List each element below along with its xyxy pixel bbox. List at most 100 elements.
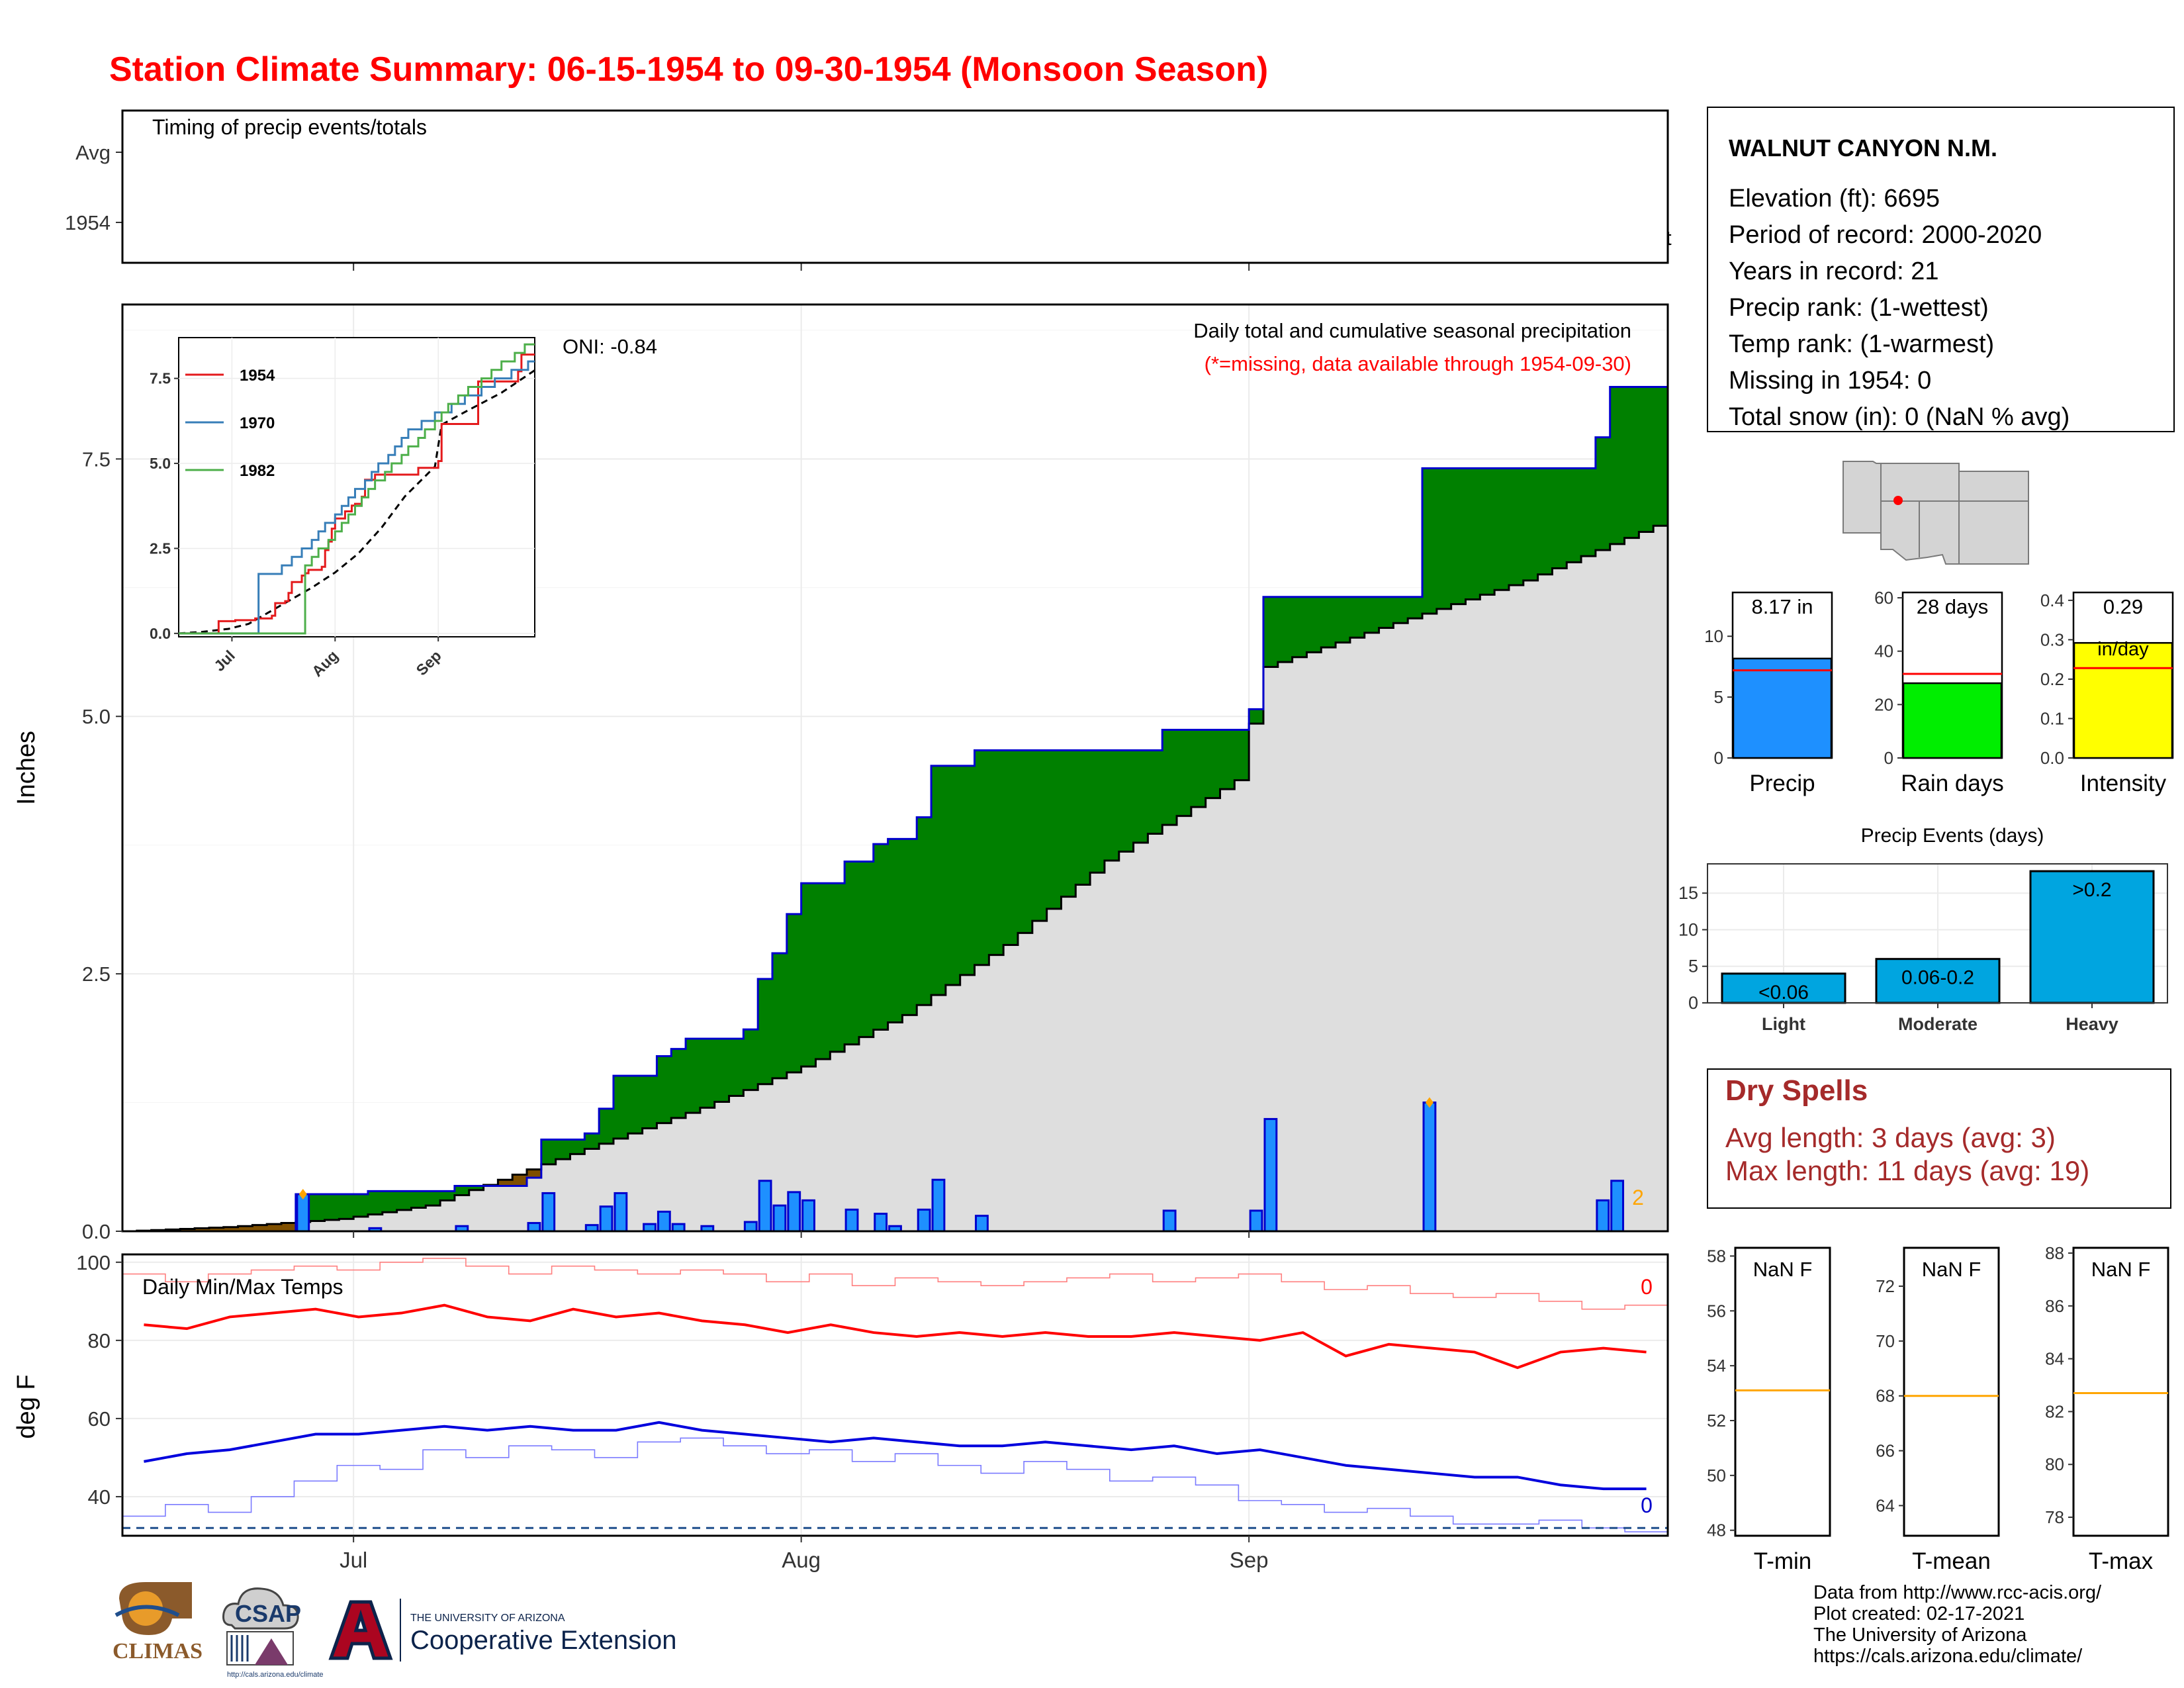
temp-box-ytick-label: 66: [1876, 1441, 1895, 1461]
temp-box-ytick-label: 64: [1876, 1495, 1895, 1515]
temp-box-frame: [1903, 1246, 2000, 1537]
csap-cloud: [222, 1587, 299, 1630]
dry-spells-frame: [1707, 1068, 2171, 1209]
surplus-area: [1162, 729, 1177, 825]
deficit-area: [281, 1223, 296, 1231]
surplus-area: [1220, 729, 1235, 790]
surplus-area: [1581, 468, 1596, 557]
temp-box-ytick-label: 72: [1876, 1276, 1895, 1296]
daily-precip-bar: [758, 1180, 772, 1233]
temp-box-ytick-label: 88: [2045, 1243, 2064, 1263]
climas-wave: [114, 1605, 180, 1617]
partner-logos: CLIMAS CSAP http://cals.arizona.edu/clim…: [113, 1582, 676, 1679]
temp-box-ytick-label: 70: [1876, 1331, 1895, 1351]
surplus-area: [642, 1076, 658, 1129]
surplus-area: [1336, 596, 1351, 643]
precip-events-bar: [1721, 972, 1846, 1004]
surplus-area: [382, 1191, 398, 1213]
surplus-area: [411, 1191, 426, 1208]
deficit-area: [180, 1229, 195, 1231]
surplus-area: [1277, 596, 1293, 663]
station-precip-rank: Precip rank: (1-wettest): [1729, 294, 1989, 322]
station-temp-rank: Temp rank: (1-warmest): [1729, 330, 1994, 358]
surplus-area: [1306, 596, 1322, 653]
surplus-area: [1422, 468, 1437, 614]
surplus-area: [1032, 750, 1048, 921]
precip-events-ytick-label: 10: [1678, 919, 1698, 939]
surplus-area: [613, 1076, 629, 1139]
surplus-area: [1249, 709, 1264, 724]
surplus-area: [426, 1191, 441, 1206]
mini-chart-precip: 8.17 in 0 5 10 Precip: [1704, 591, 1833, 796]
precip-events-bar-label: 0.06-0.2: [1901, 967, 1974, 989]
surplus-area: [758, 978, 773, 1084]
precip-events-frame: [1707, 863, 2168, 1004]
precip-events-chart: Precip Events (days) <0.06 Light 0.06-0.2 M…: [1678, 825, 2168, 1034]
main-ytick-label: 5.0: [82, 705, 111, 728]
temp-box-frame: [1734, 1246, 1831, 1537]
surplus-area: [339, 1194, 354, 1219]
csap-rain: [230, 1635, 249, 1662]
surplus-area: [815, 883, 831, 1059]
surplus-area: [1508, 468, 1524, 586]
csap-url: http://cals.arizona.edu/climate: [227, 1671, 324, 1679]
surplus-area: [1624, 387, 1639, 538]
surplus-area: [786, 914, 802, 1072]
temp-box-ytick-label: 56: [1707, 1301, 1726, 1321]
csap-logo: CSAP http://cals.arizona.edu/climate: [222, 1587, 324, 1679]
daily-precip-bar: [1249, 1209, 1263, 1233]
min-temp-count-label: 0: [1641, 1493, 1653, 1517]
surplus-area: [873, 844, 889, 1030]
daily-precip-bar: [787, 1191, 801, 1233]
temp-box-ytick-label: 84: [2045, 1349, 2064, 1369]
average-max-temp: [144, 1303, 1647, 1370]
deficit-area: [267, 1224, 282, 1231]
mini-chart-ytick-label: 40: [1874, 641, 1893, 661]
surplus-area: [989, 750, 1004, 955]
mini-chart-value-bar: [2073, 641, 2173, 759]
mini-chart-label: Rain days: [1901, 771, 2004, 796]
station-missing: Missing in 1954: 0: [1729, 367, 1931, 395]
missing-count-label: 2: [1632, 1186, 1644, 1209]
daily-precip-bar: [671, 1223, 686, 1233]
ua-line2: Cooperative Extension: [410, 1626, 676, 1655]
temp-box-frame: [2072, 1246, 2169, 1537]
temp-panel-frame: [121, 1253, 1669, 1537]
precip-events-bar-label: >0.2: [2072, 879, 2111, 901]
temp-box-t-max: NaN F 78 80 82 84 86 88 T-max: [2045, 1243, 2169, 1574]
station-snow: Total snow (in): 0 (NaN % avg): [1729, 403, 2070, 431]
temp-box-ytick-label: 48: [1707, 1521, 1726, 1540]
inset-ytick-label: 7.5: [150, 370, 171, 387]
surplus-area: [671, 1049, 686, 1118]
temp-xtick-label: Jul: [340, 1548, 367, 1572]
temp-box-label: T-mean: [1912, 1548, 1991, 1574]
mini-chart-ytick-label: 0.4: [2040, 590, 2064, 610]
precip-events-category: Moderate: [1898, 1014, 1978, 1034]
temp-box-value-text: NaN F: [1753, 1258, 1813, 1281]
oni-label: ONI: -0.84: [563, 335, 657, 358]
surplus-area: [1567, 468, 1582, 563]
daily-precip-bar: [541, 1192, 556, 1233]
cumulative-areas: [122, 385, 1668, 1233]
temp-box-ytick-label: 86: [2045, 1296, 2064, 1316]
climas-logo: CLIMAS: [113, 1582, 203, 1664]
surplus-area: [1436, 468, 1452, 609]
daily-precip-bar: [772, 1204, 787, 1233]
inset-average-line: [178, 369, 535, 635]
surplus-area: [1263, 596, 1279, 667]
mini-chart-ytick-label: 0: [1884, 748, 1893, 768]
station-elevation: Elevation (ft): 6695: [1729, 185, 1940, 212]
precip-events-ytick-label: 15: [1678, 883, 1698, 903]
surplus-area: [1321, 596, 1336, 647]
temperature-summary-boxes: NaN F 48 50 52 54 56 58 T-min NaN F 64 66 68 70 72 T-m…: [1707, 1243, 2169, 1574]
deficit-area: [252, 1225, 267, 1231]
surplus-area: [714, 1039, 730, 1102]
precip-events-bar: [2029, 870, 2155, 1004]
inset-ytick-label: 2.5: [150, 539, 171, 557]
ua-block-a: [328, 1600, 393, 1660]
temp-panel-background: [122, 1254, 1668, 1536]
surplus-area: [686, 1039, 701, 1113]
surplus-area: [367, 1191, 383, 1215]
daily-precip-bar: [296, 1193, 310, 1233]
